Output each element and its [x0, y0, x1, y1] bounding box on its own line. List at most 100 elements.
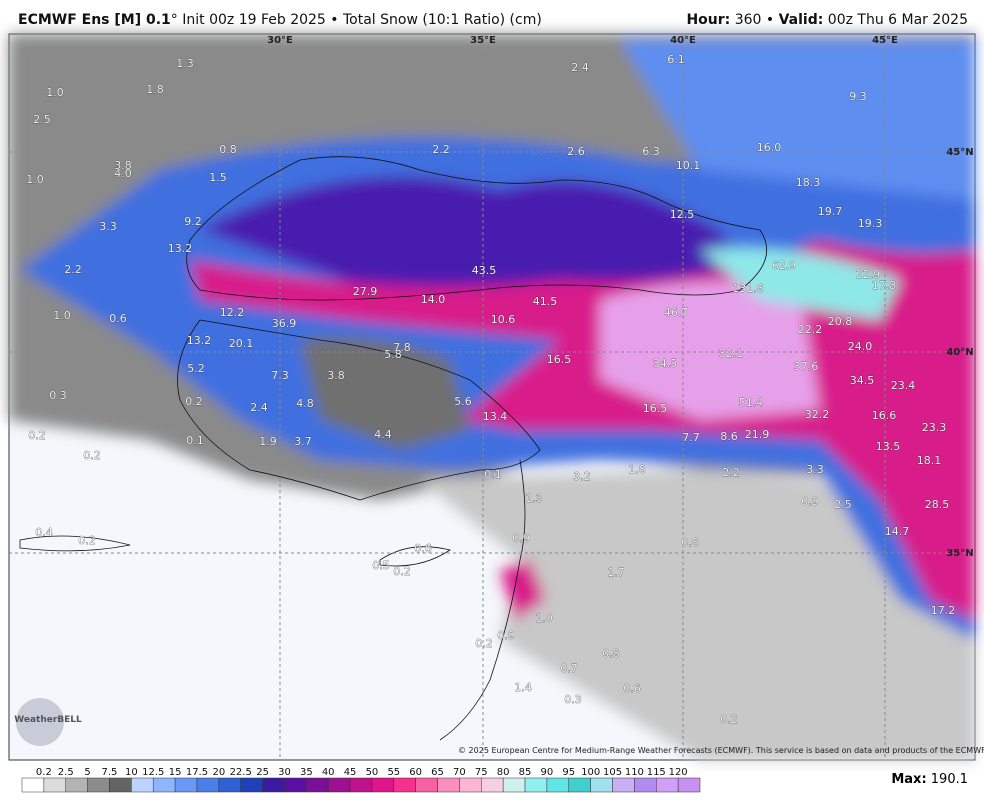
logo: WeatherBELL — [14, 715, 82, 725]
colorbar-swatch — [152, 777, 176, 793]
map-label: 9.2 — [184, 215, 202, 228]
map-label: 14.7 — [885, 525, 910, 538]
map-label: 27.9 — [353, 285, 378, 298]
colorbar-swatch — [393, 777, 416, 793]
colorbar-label: 17.5 — [186, 767, 208, 778]
colorbar-swatch — [546, 777, 570, 793]
header-left: ECMWF Ens [M] 0.1° Init 00z 19 Feb 2025 … — [18, 12, 542, 28]
colorbar-label: 25 — [256, 767, 269, 778]
map-label: 0.2 — [720, 713, 738, 726]
colorbar-swatch — [677, 777, 701, 793]
map-label: 0.7 — [560, 662, 578, 675]
map-label: 1.7 — [607, 566, 625, 579]
colorbar-swatch — [612, 777, 635, 793]
colorbar-swatch — [65, 777, 88, 793]
map-label: 13.2 — [187, 334, 212, 347]
map-label: 5.2 — [187, 362, 205, 375]
map-label: 2.4 — [571, 61, 589, 74]
colorbar-label: 85 — [519, 767, 532, 778]
map-label: 32.2 — [805, 408, 830, 421]
map-label: 0.2 — [185, 395, 203, 408]
colorbar-swatch — [437, 777, 460, 793]
colorbar-swatch — [131, 777, 154, 793]
map-label: 5.8 — [384, 348, 402, 361]
max-value: 190.1 — [930, 772, 968, 787]
colorbar-label: 55 — [387, 767, 400, 778]
colorbar-swatch — [415, 777, 438, 793]
colorbar-swatch — [284, 777, 307, 793]
grid-label: 40°N — [946, 347, 973, 358]
colorbar-swatch — [349, 777, 373, 793]
map-label: 0.3 — [49, 389, 67, 402]
hour-label: Hour: — [686, 12, 731, 28]
map-label: 10.1 — [676, 159, 701, 172]
map-label: 1.5 — [209, 171, 227, 184]
map-label: 1.0 — [26, 173, 44, 186]
map-label: 34.5 — [653, 357, 678, 370]
colorbar-label: 75 — [475, 767, 488, 778]
map-label: 2.2 — [432, 143, 450, 156]
map-label: 1.3 — [176, 57, 194, 70]
map-label: 24.0 — [848, 340, 873, 353]
map-label: 13.2 — [168, 242, 193, 255]
map-label: 131.8 — [732, 282, 764, 295]
map-label: 1.0 — [53, 309, 71, 322]
map-label: 2.2 — [722, 466, 740, 479]
map-label: 0.2 — [475, 637, 493, 650]
colorbar-label: 65 — [431, 767, 444, 778]
map-label: 16.6 — [872, 409, 897, 422]
map-label: 0.6 — [109, 312, 127, 325]
map-label: 1.0 — [535, 612, 553, 625]
colorbar-label: 10 — [125, 767, 138, 778]
map-label: 0.6 — [623, 682, 641, 695]
map-label: 4.0 — [114, 167, 132, 180]
map-label: 9.3 — [849, 90, 867, 103]
colorbar-label: 60 — [409, 767, 422, 778]
max: Max: 190.1 — [891, 772, 968, 787]
model: ECMWF Ens [M] 0.1 — [18, 12, 171, 28]
hour: 360 • — [734, 12, 775, 28]
map-label: 2.5 — [834, 498, 852, 511]
colorbar-swatch — [240, 777, 263, 793]
map-label: 0.2 — [393, 565, 411, 578]
colorbar-swatch — [87, 777, 110, 793]
colorbar-swatch — [634, 777, 657, 793]
map-label: 20.1 — [229, 337, 254, 350]
map-label: 10.6 — [491, 313, 516, 326]
map-label: 0.8 — [219, 143, 237, 156]
map-label: 17.8 — [872, 279, 897, 292]
map-label: 6.3 — [642, 145, 660, 158]
grid-label: 30°E — [267, 35, 293, 46]
map-label: 18.1 — [917, 454, 942, 467]
map-label: 17.2 — [931, 604, 956, 617]
colorbar-label: 115 — [647, 767, 666, 778]
colorbar-label: 5 — [84, 767, 90, 778]
colorbar-swatch — [524, 777, 548, 793]
map-label: 22.2 — [798, 323, 823, 336]
colorbar-label: 80 — [497, 767, 510, 778]
colorbar-swatch — [43, 777, 66, 793]
map-label: 22.9 — [856, 268, 881, 281]
map-label: 14.0 — [421, 293, 446, 306]
map-label: 1.8 — [628, 463, 646, 476]
map-label: 4.8 — [296, 397, 314, 410]
map-label: 8.6 — [720, 430, 738, 443]
colorbar-swatch — [656, 777, 679, 793]
colorbar-label: 7.5 — [102, 767, 118, 778]
map-label: 21.9 — [745, 428, 770, 441]
map-label: 1.8 — [146, 83, 164, 96]
colorbar-swatch — [218, 777, 241, 793]
colorbar-label: 12.5 — [142, 767, 164, 778]
colorbar-swatch — [502, 777, 526, 793]
colorbar-label: 50 — [366, 767, 379, 778]
map-label: 41.5 — [533, 295, 558, 308]
map-label: 0.5 — [372, 559, 390, 572]
map-label: 2.2 — [64, 263, 82, 276]
map-label: 1.9 — [259, 435, 277, 448]
colorbar-label: 110 — [625, 767, 644, 778]
map-label: 0.8 — [602, 647, 620, 660]
colorbar-swatch — [568, 777, 591, 793]
colorbar-swatch — [109, 777, 132, 793]
map-label: 16.0 — [757, 141, 782, 154]
header-right: Hour: 360 • Valid: 00z Thu 6 Mar 2025 — [686, 12, 968, 28]
